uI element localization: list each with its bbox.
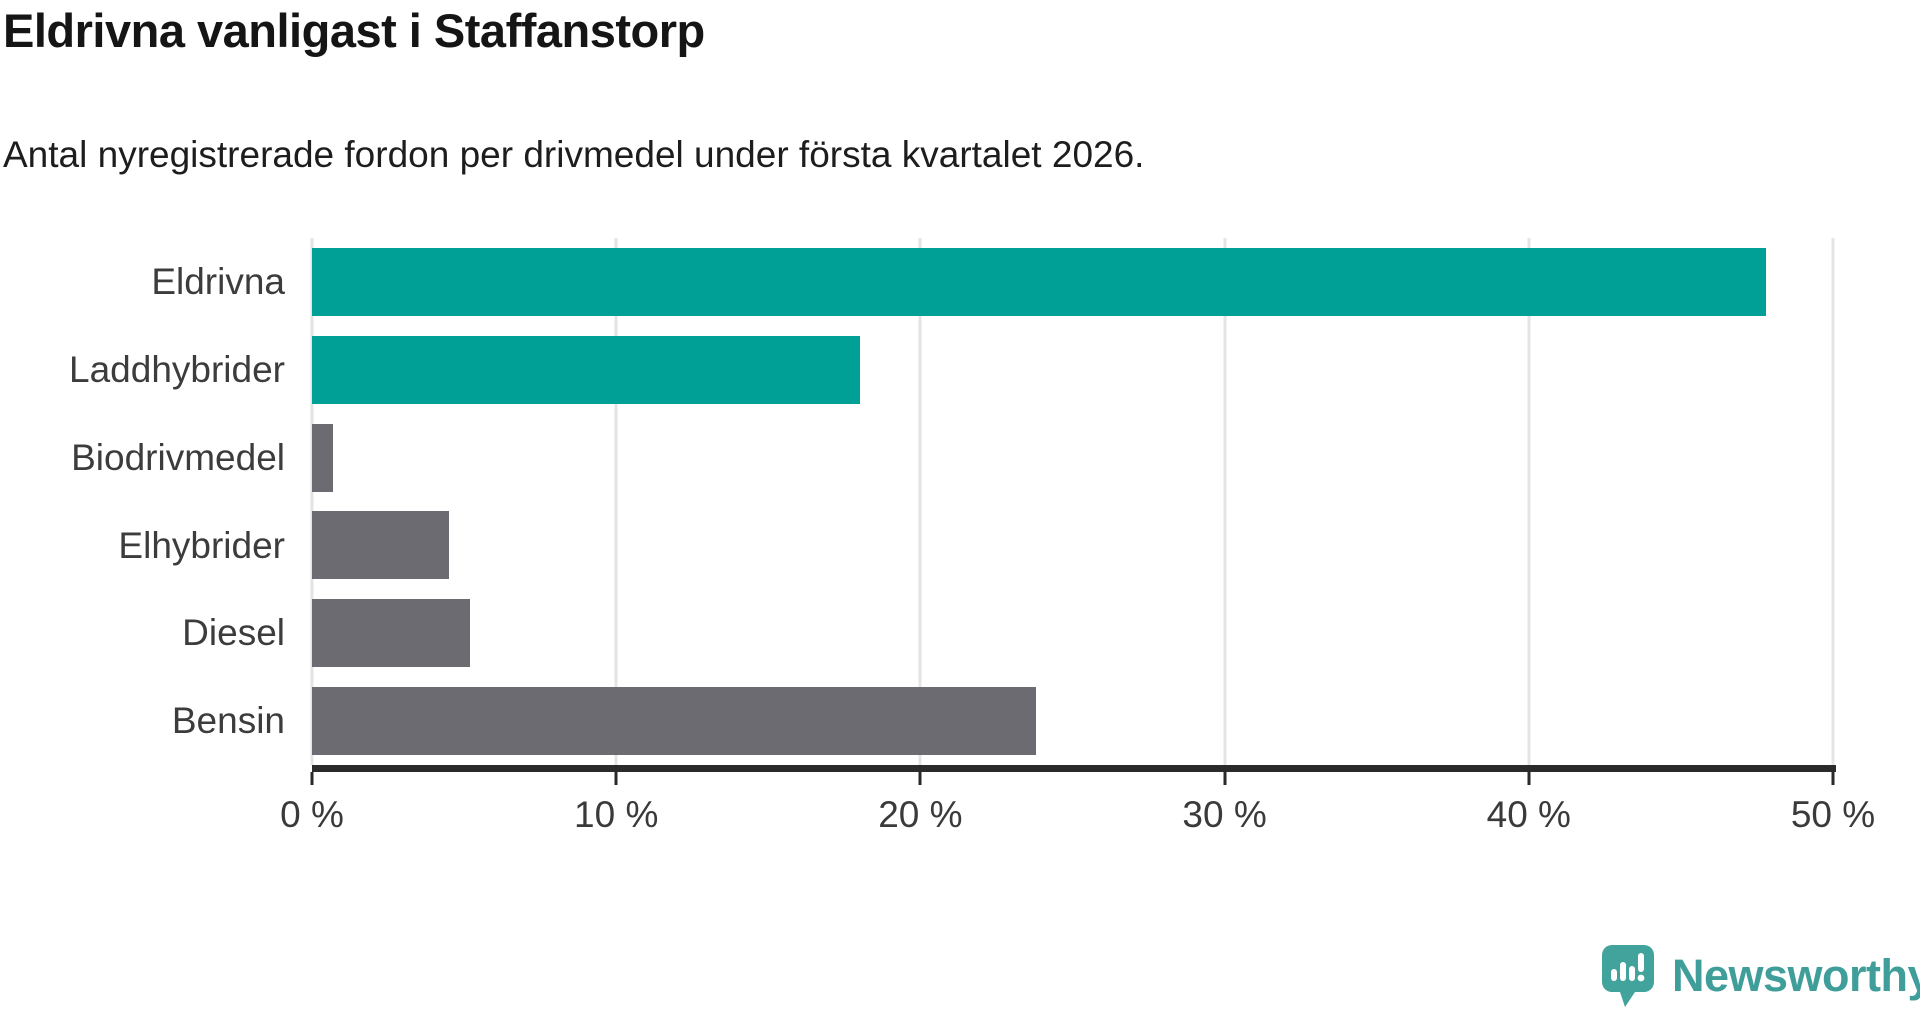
bar-biodrivmedel bbox=[312, 423, 334, 492]
x-tick-20 bbox=[918, 772, 922, 785]
x-tick-label-40: 40 % bbox=[1486, 794, 1571, 835]
x-tick-label-50: 50 % bbox=[1790, 794, 1876, 835]
bar-diesel bbox=[312, 599, 471, 668]
gridline-40 bbox=[1527, 238, 1531, 765]
bar-row-elhybrider bbox=[312, 502, 1833, 590]
x-tick-50 bbox=[1831, 772, 1835, 785]
bar-bensin bbox=[312, 687, 1036, 756]
x-axis-line bbox=[312, 765, 1836, 772]
x-tick-label-0: 0 % bbox=[280, 794, 344, 835]
category-axis: Eldrivna Laddhybrider Biodrivmedel Elhybrid… bbox=[0, 238, 285, 765]
category-label-biodrivmedel: Biodrivmedel bbox=[71, 436, 285, 478]
category-label-elhybrider: Elhybrider bbox=[118, 524, 285, 566]
x-tick-30 bbox=[1223, 772, 1227, 785]
x-tick-40 bbox=[1527, 772, 1531, 785]
gridline-20 bbox=[918, 238, 922, 765]
bar-row-biodrivmedel bbox=[312, 414, 1833, 502]
x-tick-0 bbox=[310, 772, 314, 785]
bar-eldrivna bbox=[312, 247, 1767, 316]
category-label-laddhybrider: Laddhybrider bbox=[69, 348, 285, 390]
bar-chart-speech-bubble-icon bbox=[1602, 945, 1654, 1007]
gridline-50 bbox=[1831, 238, 1835, 765]
bar-row-eldrivna bbox=[312, 238, 1833, 326]
x-tick-label-20: 20 % bbox=[878, 794, 963, 835]
newsworthy-logo: Newsworthy bbox=[1602, 945, 1920, 1007]
category-label-bensin: Bensin bbox=[171, 700, 285, 742]
category-label-eldrivna: Eldrivna bbox=[151, 261, 285, 302]
chart-subtitle: Antal nyregistrerade fordon per drivmede… bbox=[3, 134, 1145, 175]
plot-area bbox=[310, 238, 1835, 765]
x-tick-label-30: 30 % bbox=[1182, 794, 1267, 835]
x-tick-label-10: 10 % bbox=[574, 794, 659, 835]
bar-row-laddhybrider bbox=[312, 326, 1833, 414]
bar-row-diesel bbox=[312, 589, 1833, 677]
x-tick-10 bbox=[614, 772, 618, 785]
bar-laddhybrider bbox=[312, 335, 860, 404]
gridline-30 bbox=[1223, 238, 1227, 765]
bar-row-bensin bbox=[312, 677, 1833, 765]
gridline-10 bbox=[614, 238, 618, 765]
category-label-diesel: Diesel bbox=[182, 612, 285, 654]
chart-title: Eldrivna vanligast i Staffanstorp bbox=[3, 4, 705, 57]
newsworthy-logo-text: Newsworthy bbox=[1672, 950, 1920, 1001]
bar-elhybrider bbox=[312, 511, 449, 580]
gridline-0 bbox=[310, 238, 314, 765]
